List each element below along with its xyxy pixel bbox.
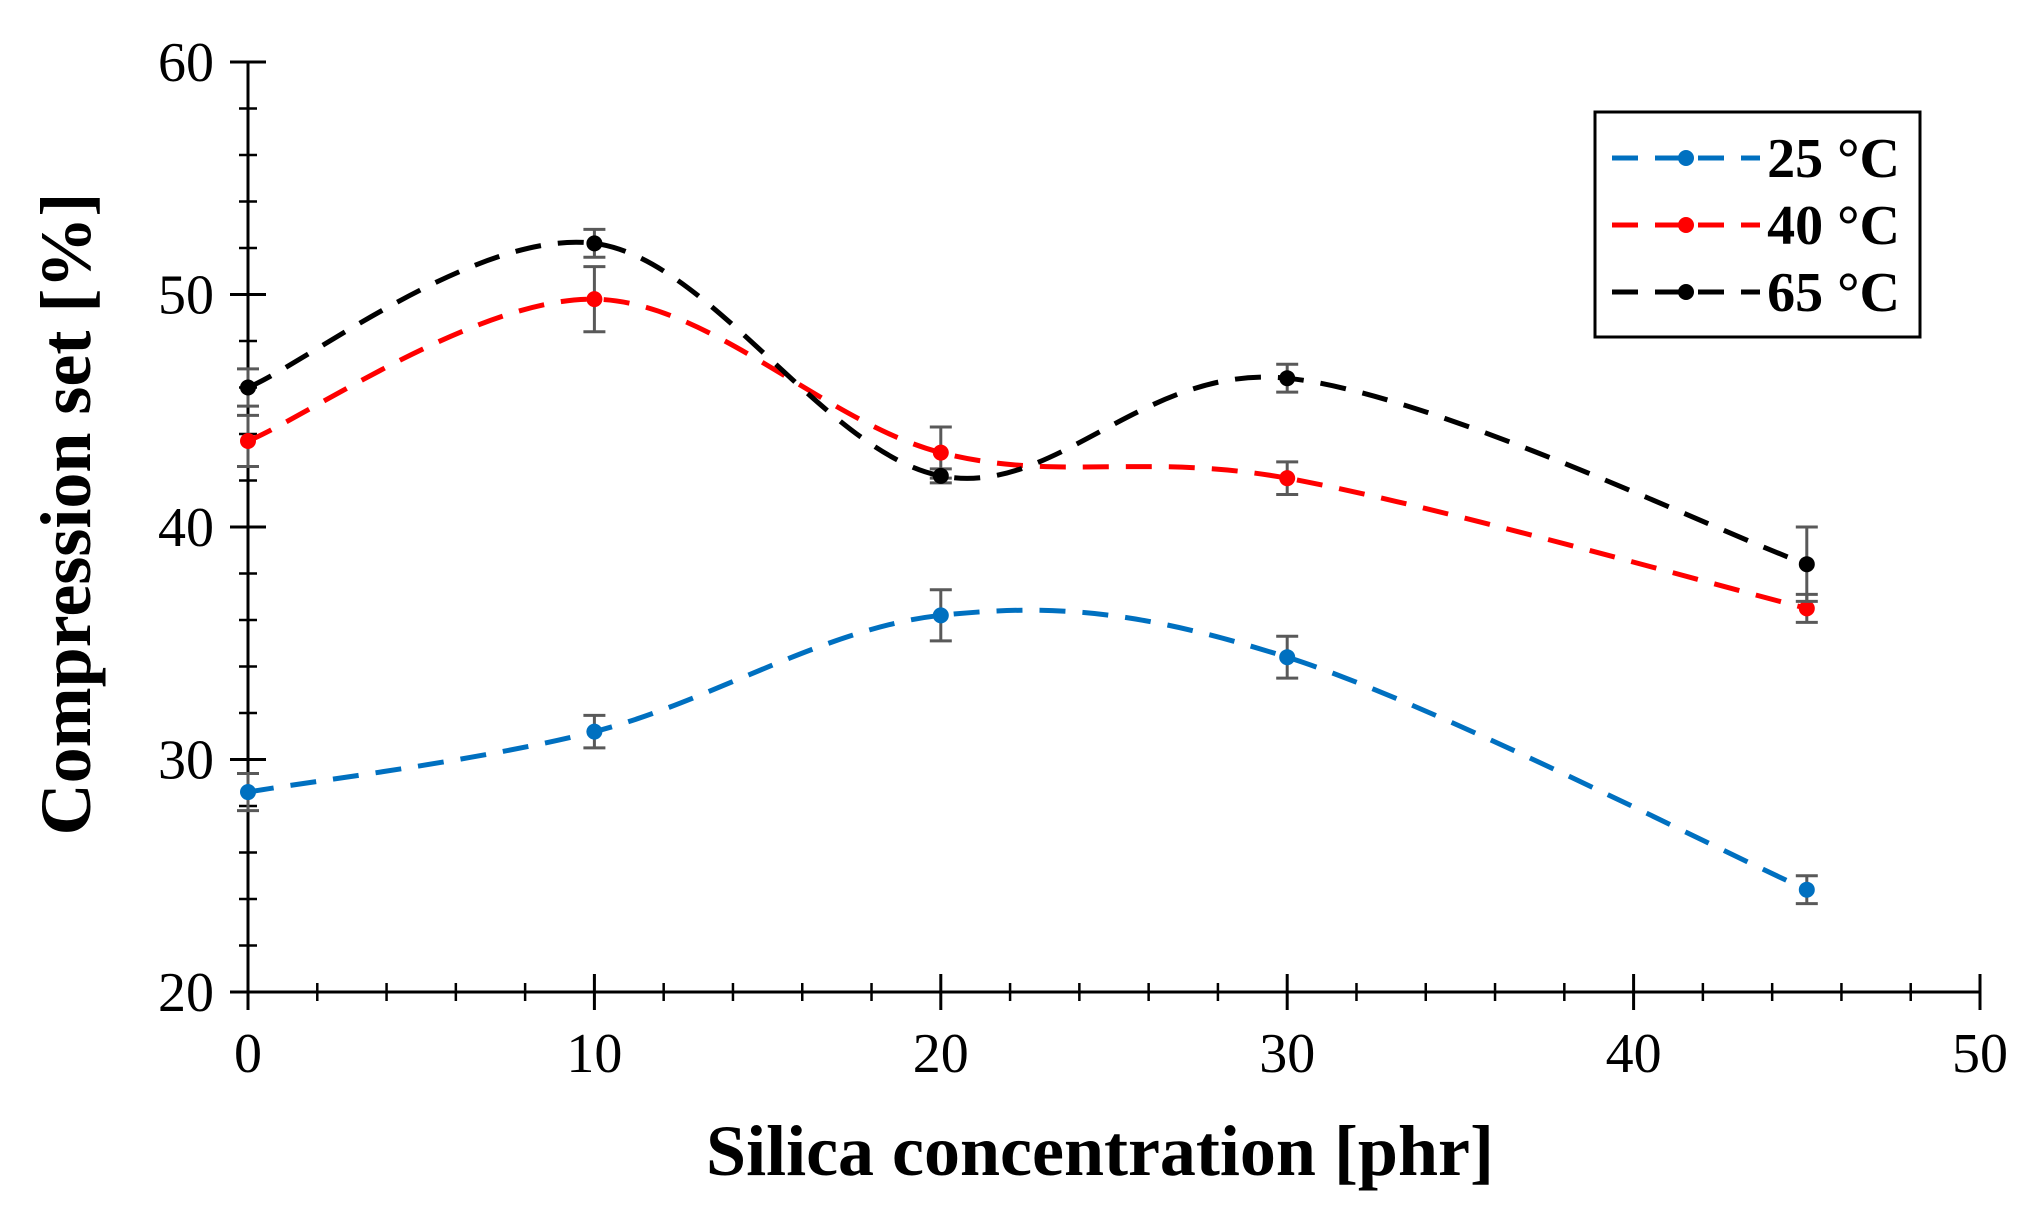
x-tick-label: 30 [1259,1023,1315,1085]
data-point [932,467,949,484]
legend: 25 °C40 °C65 °C [1593,110,1922,339]
x-tick-label: 20 [913,1023,969,1085]
tick-labels: 0 10 20 30 40 50 20 30 40 50 60 [158,32,2008,1085]
legend-marker [1678,150,1694,166]
data-point [1279,370,1296,387]
legend-item: 65 °C [1612,262,1900,324]
data-point [240,784,256,801]
data-point [932,607,949,624]
series-2 [237,227,1818,603]
data-point [586,723,603,740]
y-axis-title: Compression set [%] [26,193,106,836]
x-tick-label: 50 [1952,1023,2008,1085]
data-point [586,291,603,308]
data-point [586,235,603,252]
legend-label: 65 °C [1767,262,1900,324]
series-group [237,227,1818,906]
series-line [247,296,1808,611]
x-tick-label: 40 [1606,1023,1662,1085]
legend-marker [1678,284,1694,300]
x-axis-title: Silica concentration [phr] [706,1111,1494,1191]
series-line [247,239,1808,567]
series-0 [237,588,1818,906]
series-1 [237,265,1818,624]
legend-item: 40 °C [1612,195,1900,257]
y-tick-label: 40 [158,497,214,559]
legend-label: 25 °C [1767,128,1900,190]
legend-marker [1678,217,1694,233]
x-tick-label: 10 [566,1023,622,1085]
data-point [1798,600,1815,617]
x-tick-label: 0 [234,1023,262,1085]
y-tick-label: 50 [158,265,214,327]
legend-item: 25 °C [1612,128,1900,190]
data-point [1279,470,1296,487]
y-tick-label: 60 [158,32,214,94]
data-point [932,444,949,461]
legend-label: 40 °C [1767,195,1900,257]
y-tick-label: 30 [158,730,214,792]
y-tick-label: 20 [158,962,214,1024]
data-point [240,379,256,396]
data-point [1798,881,1815,898]
data-point [240,432,256,449]
data-point [1798,556,1815,573]
series-line [247,607,1808,892]
data-point [1279,649,1296,666]
